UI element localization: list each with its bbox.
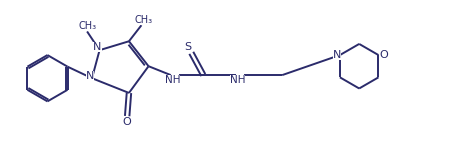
Text: N: N [85,71,94,81]
Text: S: S [184,42,191,52]
Text: CH₃: CH₃ [135,15,153,25]
Text: N: N [333,50,341,60]
Text: CH₃: CH₃ [78,21,96,31]
Text: NH: NH [230,75,245,85]
Text: N: N [93,43,101,52]
Text: NH: NH [165,75,181,85]
Text: O: O [379,50,388,60]
Text: O: O [123,117,131,127]
